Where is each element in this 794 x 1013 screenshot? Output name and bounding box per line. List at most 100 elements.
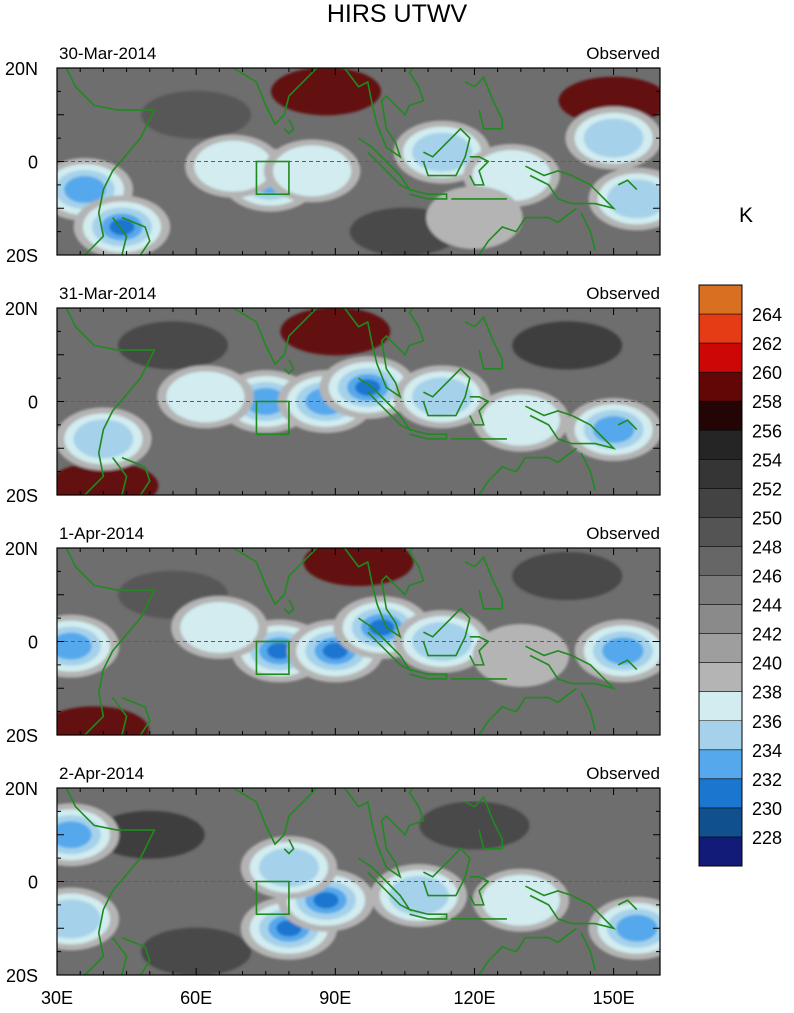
moist-region [602, 637, 644, 665]
colorbar-label: 244 [752, 596, 782, 616]
colorbar-label: 258 [752, 392, 782, 412]
colorbar-swatch [699, 401, 742, 431]
colorbar-swatch [699, 488, 742, 518]
dry-region [419, 801, 530, 850]
panel-tag: Observed [586, 764, 660, 783]
moist-region [313, 891, 339, 909]
dry-region [271, 68, 382, 116]
dry-region [303, 548, 414, 587]
y-tick-label: 0 [28, 873, 38, 893]
moist-region [388, 876, 449, 916]
y-tick-label: 20N [5, 539, 38, 559]
colorbar-swatch [699, 836, 742, 866]
moist-region [481, 874, 560, 926]
dry-region [512, 321, 623, 370]
x-tick-label: 120E [453, 988, 495, 1008]
coastlines [65, 548, 638, 735]
panel-3: 20N 0 20S 1-Apr-2014 Observed [5, 524, 661, 746]
colorbar-swatch [699, 459, 742, 489]
colorbar-swatch [699, 517, 742, 547]
colorbar-swatch [699, 691, 742, 721]
colorbar-label: 240 [752, 654, 782, 674]
colorbar-label: 228 [752, 828, 782, 848]
y-tick-label: 20N [5, 59, 38, 79]
colorbar-swatch [699, 778, 742, 808]
dry-region [117, 321, 228, 370]
panel-date: 2-Apr-2014 [59, 764, 144, 783]
moist-region [412, 132, 472, 172]
region-box [255, 160, 290, 196]
moist-region [426, 186, 523, 250]
y-tick-label: 20S [6, 966, 38, 986]
colorbar-label: 260 [752, 363, 782, 383]
colorbar-label: 230 [752, 799, 782, 819]
colorbar-label: 250 [752, 508, 782, 528]
panel-date: 1-Apr-2014 [59, 524, 144, 543]
dry-region [141, 90, 252, 139]
panels: 20N 0 20S 30-Mar-2014 Observed 20N 0 20S 31-Mar-… [5, 44, 661, 986]
colorbar-swatch [699, 546, 742, 576]
moist-region [57, 632, 92, 660]
colorbar-label: 242 [752, 625, 782, 645]
colorbar-label: 236 [752, 712, 782, 732]
moist-region [412, 377, 472, 417]
moist-region [266, 642, 293, 660]
colorbar-label: 238 [752, 683, 782, 703]
tick-marks [56, 67, 661, 256]
moist-region [322, 642, 348, 660]
dry-region [94, 810, 205, 859]
colorbar-label: 234 [752, 741, 782, 761]
colorbar-label: 252 [752, 479, 782, 499]
colorbar-swatch [699, 372, 742, 402]
figure-title: HIRS UTWV [327, 0, 468, 28]
colorbar-swatch [699, 343, 742, 373]
dry-region [280, 308, 391, 356]
y-tick-label: 20S [6, 246, 38, 266]
region-box [255, 400, 290, 436]
x-tick-label: 90E [319, 988, 351, 1008]
panel-date: 31-Mar-2014 [59, 284, 156, 303]
x-tick-label: 150E [593, 988, 635, 1008]
moist-region [194, 140, 273, 192]
moist-region [64, 176, 106, 204]
colorbar-swatch [699, 575, 742, 605]
x-tick-label: 60E [180, 988, 212, 1008]
moist-region [583, 118, 644, 158]
colorbar-swatch [699, 633, 742, 663]
colorbar-swatch [699, 720, 742, 750]
colorbar-label: 232 [752, 770, 782, 790]
colorbar-swatch [699, 314, 742, 344]
dry-region [57, 461, 159, 495]
coastlines [65, 788, 638, 975]
colorbar-label: 262 [752, 334, 782, 354]
moist-region [616, 914, 658, 942]
panel-tag: Observed [586, 284, 660, 303]
moist-region [166, 371, 245, 423]
moist-region [57, 899, 101, 939]
y-tick-label: 20N [5, 779, 38, 799]
y-tick-label: 20S [6, 726, 38, 746]
y-tick-label: 20S [6, 486, 38, 506]
dry-region [57, 706, 150, 735]
y-tick-label: 0 [28, 633, 38, 653]
moist-region [606, 179, 660, 219]
region-box [255, 640, 290, 676]
panel-4: 20N 0 20S 2-Apr-2014 Observed [5, 764, 661, 986]
moist-region [180, 601, 259, 653]
tick-marks [56, 787, 661, 976]
moist-region [73, 419, 134, 459]
moist-region [369, 619, 395, 636]
x-axis: 30E 60E 90E 120E 150E [41, 988, 635, 1008]
y-tick-label: 20N [5, 299, 38, 319]
panel-tag: Observed [586, 524, 660, 543]
tick-marks [56, 547, 661, 736]
x-tick-label: 30E [41, 988, 73, 1008]
colorbar-label: 246 [752, 567, 782, 587]
y-tick-label: 0 [28, 153, 38, 173]
colorbar-swatch [699, 285, 742, 315]
moist-region [355, 379, 381, 396]
colorbar-label: 248 [752, 537, 782, 557]
colorbar-label: 254 [752, 450, 782, 470]
moist-region [57, 821, 92, 849]
